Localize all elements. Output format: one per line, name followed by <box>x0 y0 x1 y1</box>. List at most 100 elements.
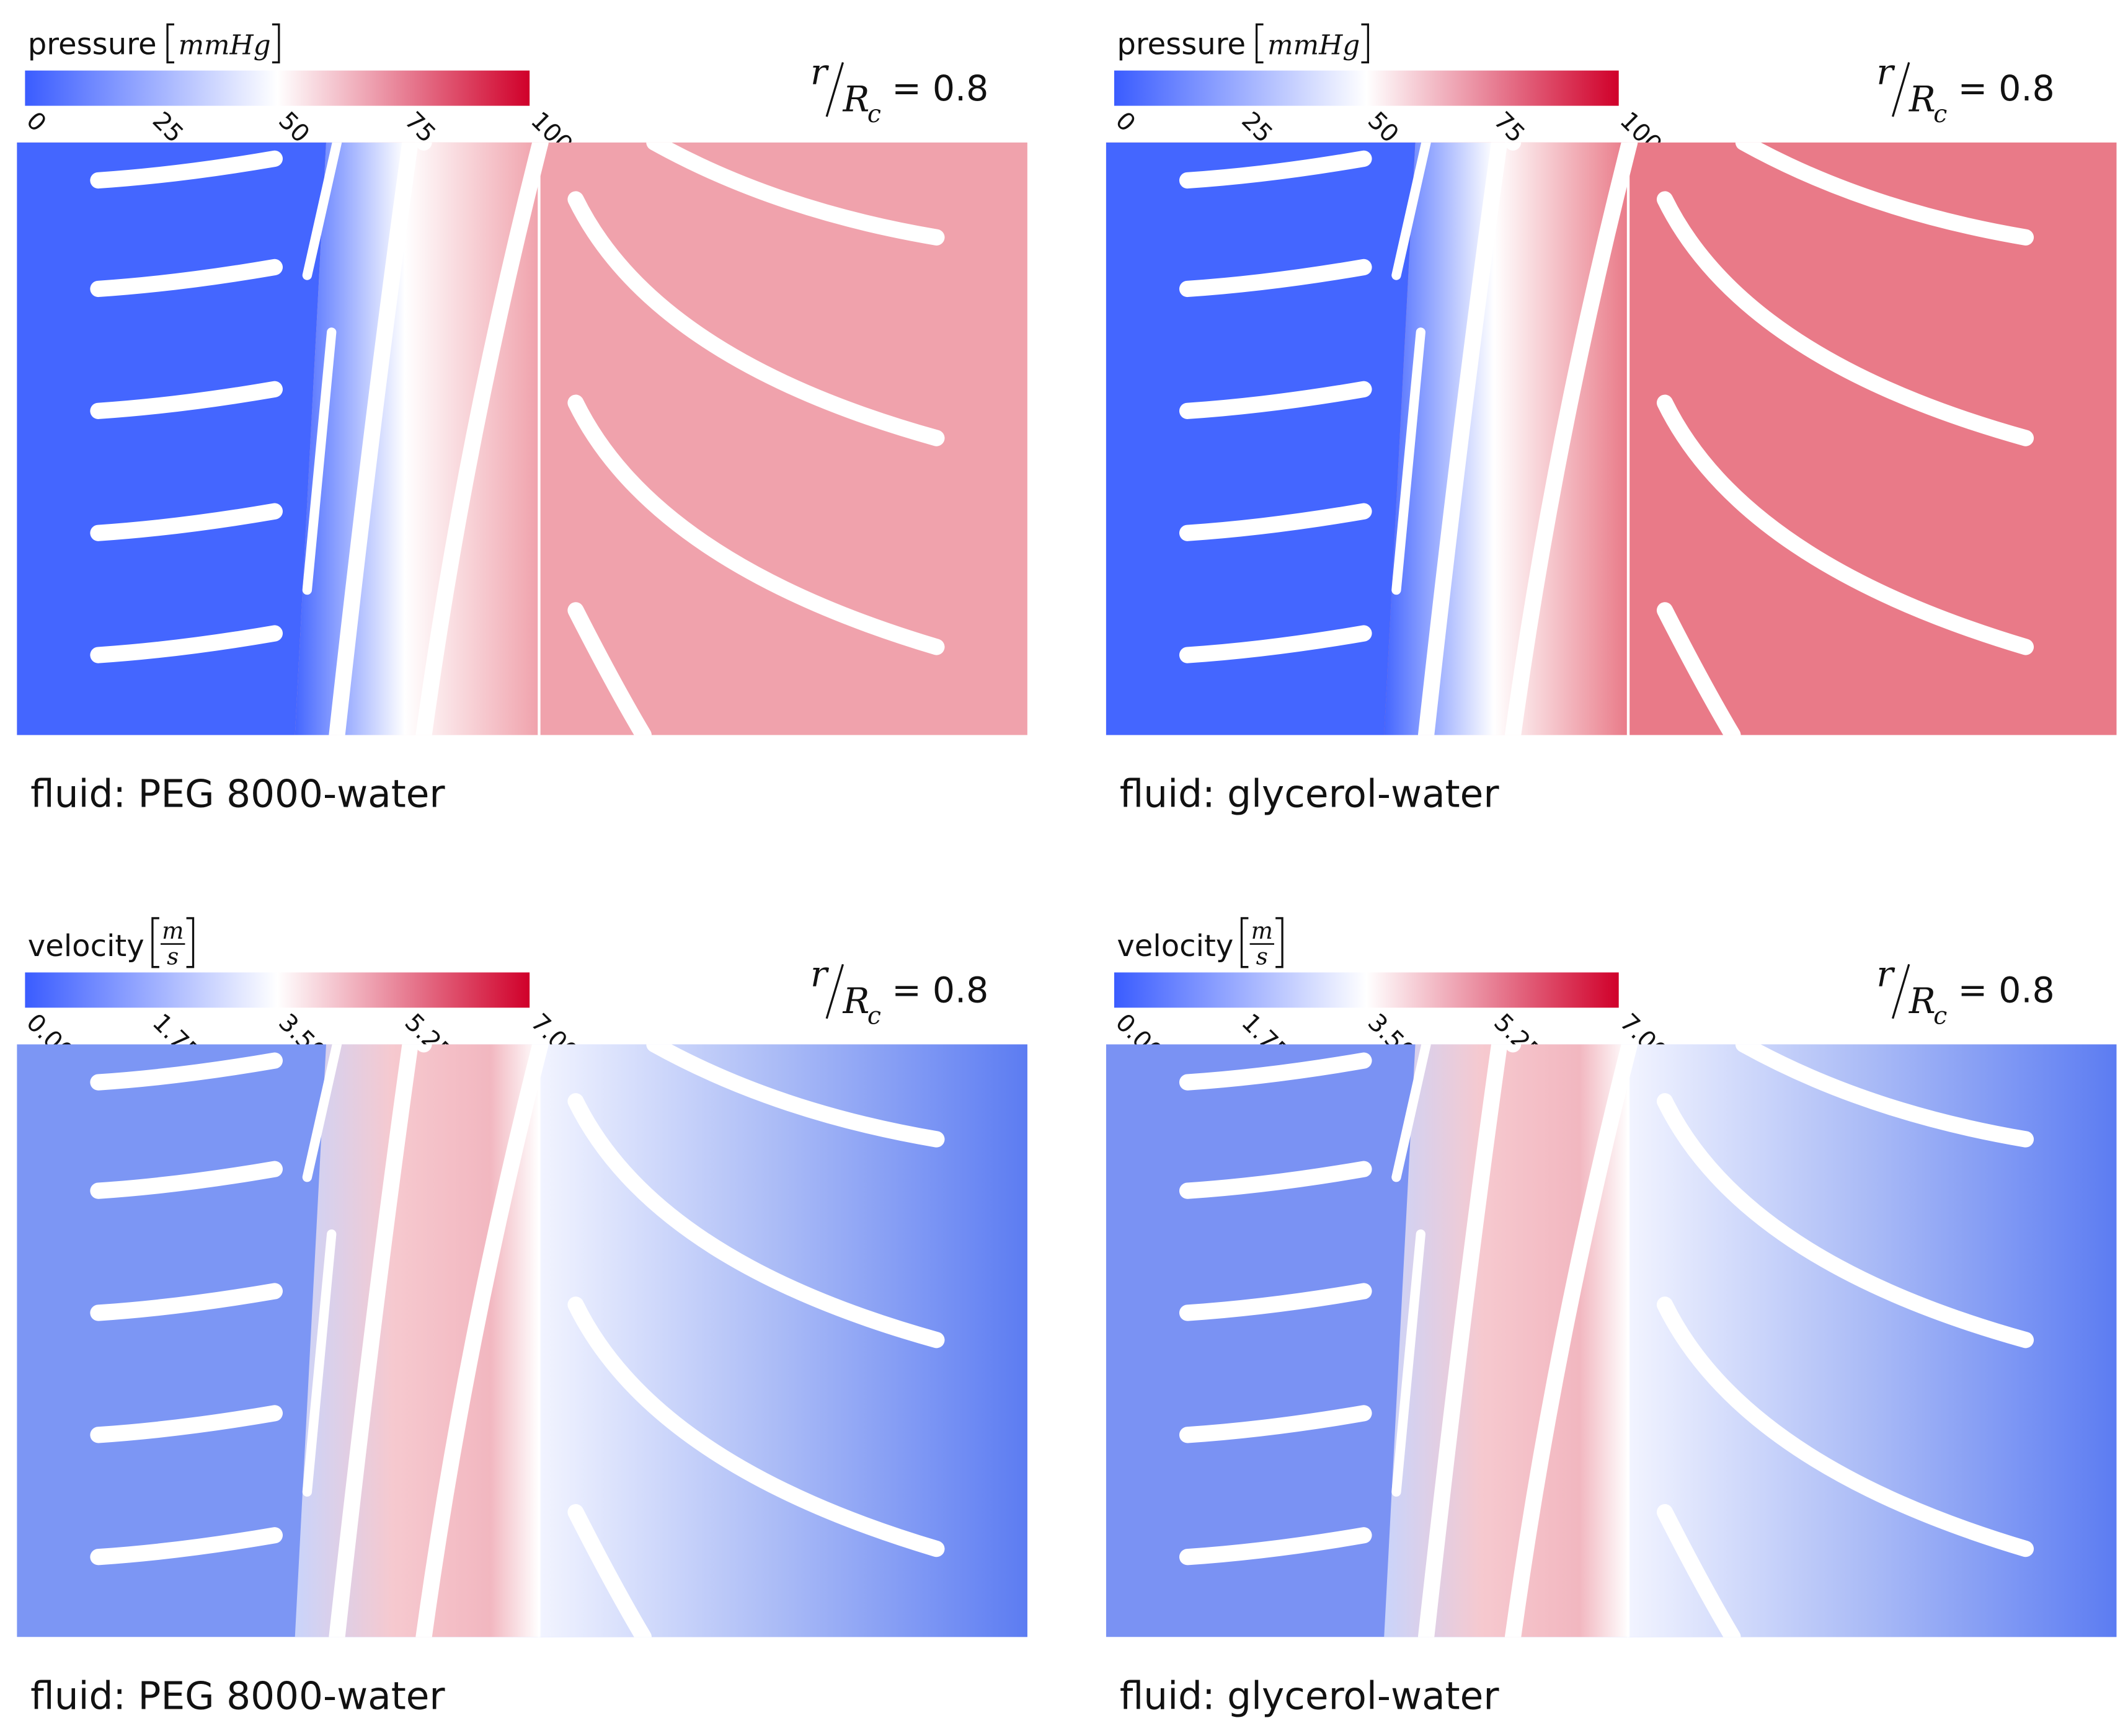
ratio-denominator: R <box>1909 981 1936 1022</box>
blade <box>415 1044 549 1637</box>
blade <box>90 150 283 189</box>
colorbar <box>1114 972 1619 1008</box>
bracket <box>1240 917 1249 968</box>
colorbar <box>25 972 530 1008</box>
colorbar-tick-label: 0 <box>1110 106 1141 137</box>
colorbar-tick-label: 0 <box>20 106 51 137</box>
bracket <box>166 23 175 64</box>
ratio-subscript: c <box>1933 100 1947 128</box>
blade <box>1179 1283 1372 1321</box>
colorbar-tick-label: 25 <box>1236 106 1278 148</box>
blade <box>1417 142 1508 735</box>
colorbar <box>1114 70 1619 106</box>
blade <box>90 503 283 541</box>
blade <box>1179 1405 1372 1443</box>
ratio-slash <box>825 62 845 117</box>
ratio-denominator: R <box>842 981 869 1022</box>
colorbar-tick-label: 25 <box>147 106 189 148</box>
blade <box>329 142 419 735</box>
field-band <box>295 1044 539 1637</box>
blade <box>1179 1052 1372 1091</box>
blade <box>567 1504 652 1637</box>
blade <box>567 191 945 446</box>
field-right <box>1628 1044 2117 1637</box>
blade <box>329 1044 419 1637</box>
colorbar-tick-label: 75 <box>399 106 441 148</box>
blade <box>90 625 283 663</box>
colorbar-label: velocity <box>1117 929 1233 963</box>
bracket <box>1275 917 1283 968</box>
blade <box>567 394 945 655</box>
ratio-denominator: R <box>1909 79 1936 120</box>
blade <box>646 142 945 246</box>
colorbar-label: velocity <box>28 929 144 963</box>
blade <box>90 381 283 419</box>
blade <box>1656 394 2034 655</box>
bracket <box>186 917 195 968</box>
field-band <box>1384 1044 1628 1637</box>
blade <box>90 1161 283 1199</box>
blade <box>567 1296 945 1557</box>
unit-numerator: m <box>162 917 184 944</box>
blade <box>1179 625 1372 663</box>
field-band <box>1384 142 1628 735</box>
blade <box>302 1229 337 1497</box>
blade <box>302 1044 342 1182</box>
ratio-slash <box>1891 62 1910 117</box>
blade <box>302 327 337 595</box>
blade <box>1391 1229 1425 1497</box>
blade <box>90 1283 283 1321</box>
unit-denominator: s <box>167 942 179 970</box>
blade <box>1391 1044 1431 1182</box>
blade <box>567 602 652 735</box>
colorbar-label: pressure <box>28 27 157 62</box>
field-right <box>539 1044 1027 1637</box>
blade <box>90 259 283 298</box>
blade <box>1179 150 1372 189</box>
blade <box>1179 1161 1372 1199</box>
blade <box>90 1052 283 1091</box>
bracket <box>151 917 159 968</box>
colorbar-label: pressure <box>1117 27 1246 62</box>
colorbar-tick-label: 50 <box>1362 106 1404 148</box>
ratio-subscript: c <box>867 1002 881 1030</box>
blade <box>1656 1504 1741 1637</box>
ratio-slash <box>825 963 845 1019</box>
colorbar-unit: mmHg <box>1267 30 1360 61</box>
blade <box>1391 142 1431 280</box>
unit-numerator: m <box>1251 917 1273 944</box>
blade <box>1391 327 1425 595</box>
blade <box>1656 1093 2034 1348</box>
ratio-numerator: r <box>1876 954 1895 994</box>
colorbar-tick-label: 50 <box>273 106 315 148</box>
contour-field <box>17 1044 1027 1637</box>
blade <box>90 1405 283 1443</box>
contour-field <box>17 142 1027 735</box>
blade <box>1179 1527 1372 1566</box>
blade <box>1656 602 1741 735</box>
ratio-value: = 0.8 <box>892 970 988 1011</box>
blade <box>302 142 342 280</box>
unit-denominator: s <box>1256 942 1268 970</box>
colorbar-unit: mmHg <box>179 30 271 61</box>
caption: fluid: PEG 8000-water <box>30 1674 445 1718</box>
ratio-numerator: r <box>810 52 829 93</box>
caption: fluid: PEG 8000-water <box>30 773 445 817</box>
bracket <box>1361 23 1370 64</box>
contour-field <box>1106 1044 2117 1637</box>
ratio-subscript: c <box>867 100 881 128</box>
ratio-numerator: r <box>1876 52 1895 93</box>
ratio-numerator: r <box>810 954 829 994</box>
bracket <box>1255 23 1264 64</box>
ratio-value: = 0.8 <box>892 68 988 109</box>
caption: fluid: glycerol-water <box>1120 1674 1500 1718</box>
blade <box>1504 1044 1638 1637</box>
ratio-value: = 0.8 <box>1958 68 2055 109</box>
blade <box>1735 142 2034 246</box>
caption: fluid: glycerol-water <box>1120 773 1500 817</box>
colorbar <box>25 70 530 106</box>
blade <box>1735 1044 2034 1148</box>
